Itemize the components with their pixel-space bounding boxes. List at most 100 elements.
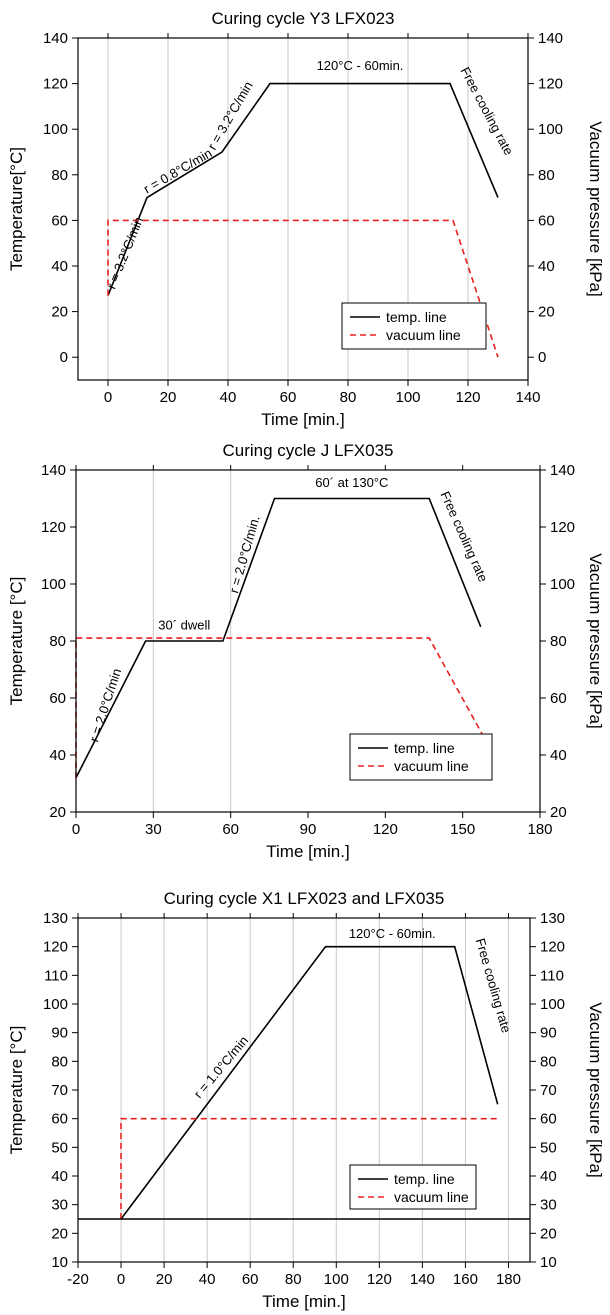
y2-tick-label: 70: [540, 1082, 557, 1099]
legend-label: vacuum line: [386, 327, 461, 343]
x-tick-label: 90: [300, 821, 317, 838]
chart-title: Curing cycle Y3 LFX023: [211, 9, 394, 28]
x-tick-label: 180: [496, 1271, 521, 1288]
x-tick-label: 30: [145, 821, 162, 838]
y-tick-label: 20: [51, 304, 68, 321]
y-tick-label: 10: [51, 1254, 68, 1271]
series-vacuum-line: [75, 637, 487, 778]
y2-tick-label: 40: [550, 747, 567, 764]
x-tick-label: 120: [455, 389, 480, 406]
y2-axis-label: Vacuum pressure [kPa]: [586, 553, 605, 728]
x-tick-label: 0: [117, 1271, 125, 1288]
x-tick-label: 140: [515, 389, 540, 406]
x-tick-label: 20: [156, 1271, 173, 1288]
y2-tick-label: 120: [540, 939, 565, 956]
y-tick-label: 90: [51, 1025, 68, 1042]
y-tick-label: 70: [51, 1082, 68, 1099]
x-tick-label: 140: [410, 1271, 435, 1288]
plot-frame: [77, 917, 531, 1263]
annotation: 60´ at 130°C: [315, 475, 388, 490]
y-axis-label: Temperature [°C]: [7, 1026, 26, 1155]
x-tick-label: 120: [373, 821, 398, 838]
annotation: 120°C - 60min.: [349, 926, 436, 941]
y-tick-label: 80: [51, 1053, 68, 1070]
annotation: r = 3.2°C/min: [104, 215, 147, 291]
annotation: r = 1.0°C/min: [191, 1033, 252, 1101]
y-tick-label: 40: [51, 1168, 68, 1185]
y-axis-label: Temperature [°C]: [7, 577, 26, 706]
y-tick-label: 100: [41, 576, 66, 593]
legend: temp. line vacuum line: [349, 1164, 477, 1210]
y2-axis-label: Vacuum pressure [kPa]: [586, 1002, 605, 1177]
x-tick-label: 80: [285, 1271, 302, 1288]
y-tick-label: 60: [51, 1111, 68, 1128]
y-tick-label: 120: [43, 76, 68, 93]
y-tick-label: 50: [51, 1139, 68, 1156]
x-tick-label: 0: [72, 821, 80, 838]
y2-tick-label: 80: [550, 633, 567, 650]
y2-tick-label: 140: [550, 462, 575, 479]
x-tick-label: 180: [527, 821, 552, 838]
annotation: Free cooling rate: [473, 937, 514, 1035]
chart-title: Curing cycle X1 LFX023 and LFX035: [164, 889, 445, 908]
legend-label: temp. line: [394, 1171, 455, 1187]
series-temp-line: [75, 497, 482, 779]
x-axis-label: Time [min.]: [262, 1292, 345, 1311]
y-tick-label: 60: [49, 690, 66, 707]
x-tick-label: 60: [222, 821, 239, 838]
x-tick-label: 40: [220, 389, 237, 406]
y2-tick-label: 60: [550, 690, 567, 707]
y2-tick-label: 30: [540, 1197, 557, 1214]
y2-tick-label: 20: [540, 1225, 557, 1242]
legend-box: [341, 302, 487, 350]
x-tick-label: 80: [340, 389, 357, 406]
chart-1: Curing cycle Y3 LFX023 0 20 40 60 80 100 120 140…: [7, 9, 605, 429]
y-tick-label: 20: [51, 1225, 68, 1242]
x-axis-label: Time [min.]: [266, 842, 349, 861]
y2-tick-label: 60: [540, 1111, 557, 1128]
y-tick-label: 80: [51, 167, 68, 184]
y2-tick-label: 110: [540, 967, 564, 984]
x-tick-label: 0: [104, 389, 112, 406]
y2-tick-label: 40: [538, 258, 555, 275]
series-temp-line: [107, 82, 499, 296]
x-tick-label: 60: [242, 1271, 259, 1288]
y-tick-label: 60: [51, 212, 68, 229]
x-tick-label: -20: [67, 1271, 89, 1288]
x-tick-label: 60: [280, 389, 297, 406]
y-tick-label: 100: [43, 996, 68, 1013]
legend-box: [349, 1164, 477, 1210]
annotation: r = 0.8°C/min: [141, 145, 215, 196]
y-tick-label: 80: [49, 633, 66, 650]
x-tick-label: 40: [199, 1271, 216, 1288]
legend-label: vacuum line: [394, 758, 469, 774]
y-tick-label: 140: [41, 462, 66, 479]
y-tick-label: 40: [51, 258, 68, 275]
series-temp-line: [120, 945, 499, 1220]
y-tick-label: 120: [41, 519, 66, 536]
x-tick-label: 100: [324, 1271, 349, 1288]
y2-axis-label: Vacuum pressure [kPa]: [586, 121, 605, 296]
annotation: Free cooling rate: [457, 65, 516, 158]
chart-3: Curing cycle X1 LFX023 and LFX035 -20 0 20 4…: [7, 889, 605, 1311]
y2-tick-label: 0: [538, 349, 546, 366]
y2-tick-label: 20: [550, 804, 567, 821]
legend-box: [349, 733, 493, 781]
series-vacuum-line: [107, 219, 499, 358]
annotation: 120°C - 60min.: [317, 58, 404, 73]
y-tick-label: 20: [49, 804, 66, 821]
y-tick-label: 110: [44, 967, 68, 984]
y2-tick-label: 40: [540, 1168, 557, 1185]
legend-label: temp. line: [394, 740, 455, 756]
y-tick-label: 0: [60, 349, 68, 366]
plot-frame: [75, 469, 541, 813]
y2-tick-label: 100: [538, 121, 563, 138]
x-tick-label: 150: [450, 821, 475, 838]
x-axis-label: Time [min.]: [261, 410, 344, 429]
annotation: r = 2.0°C/min: [86, 667, 124, 744]
legend: temp. line vacuum line: [349, 733, 493, 781]
y-tick-label: 40: [49, 747, 66, 764]
